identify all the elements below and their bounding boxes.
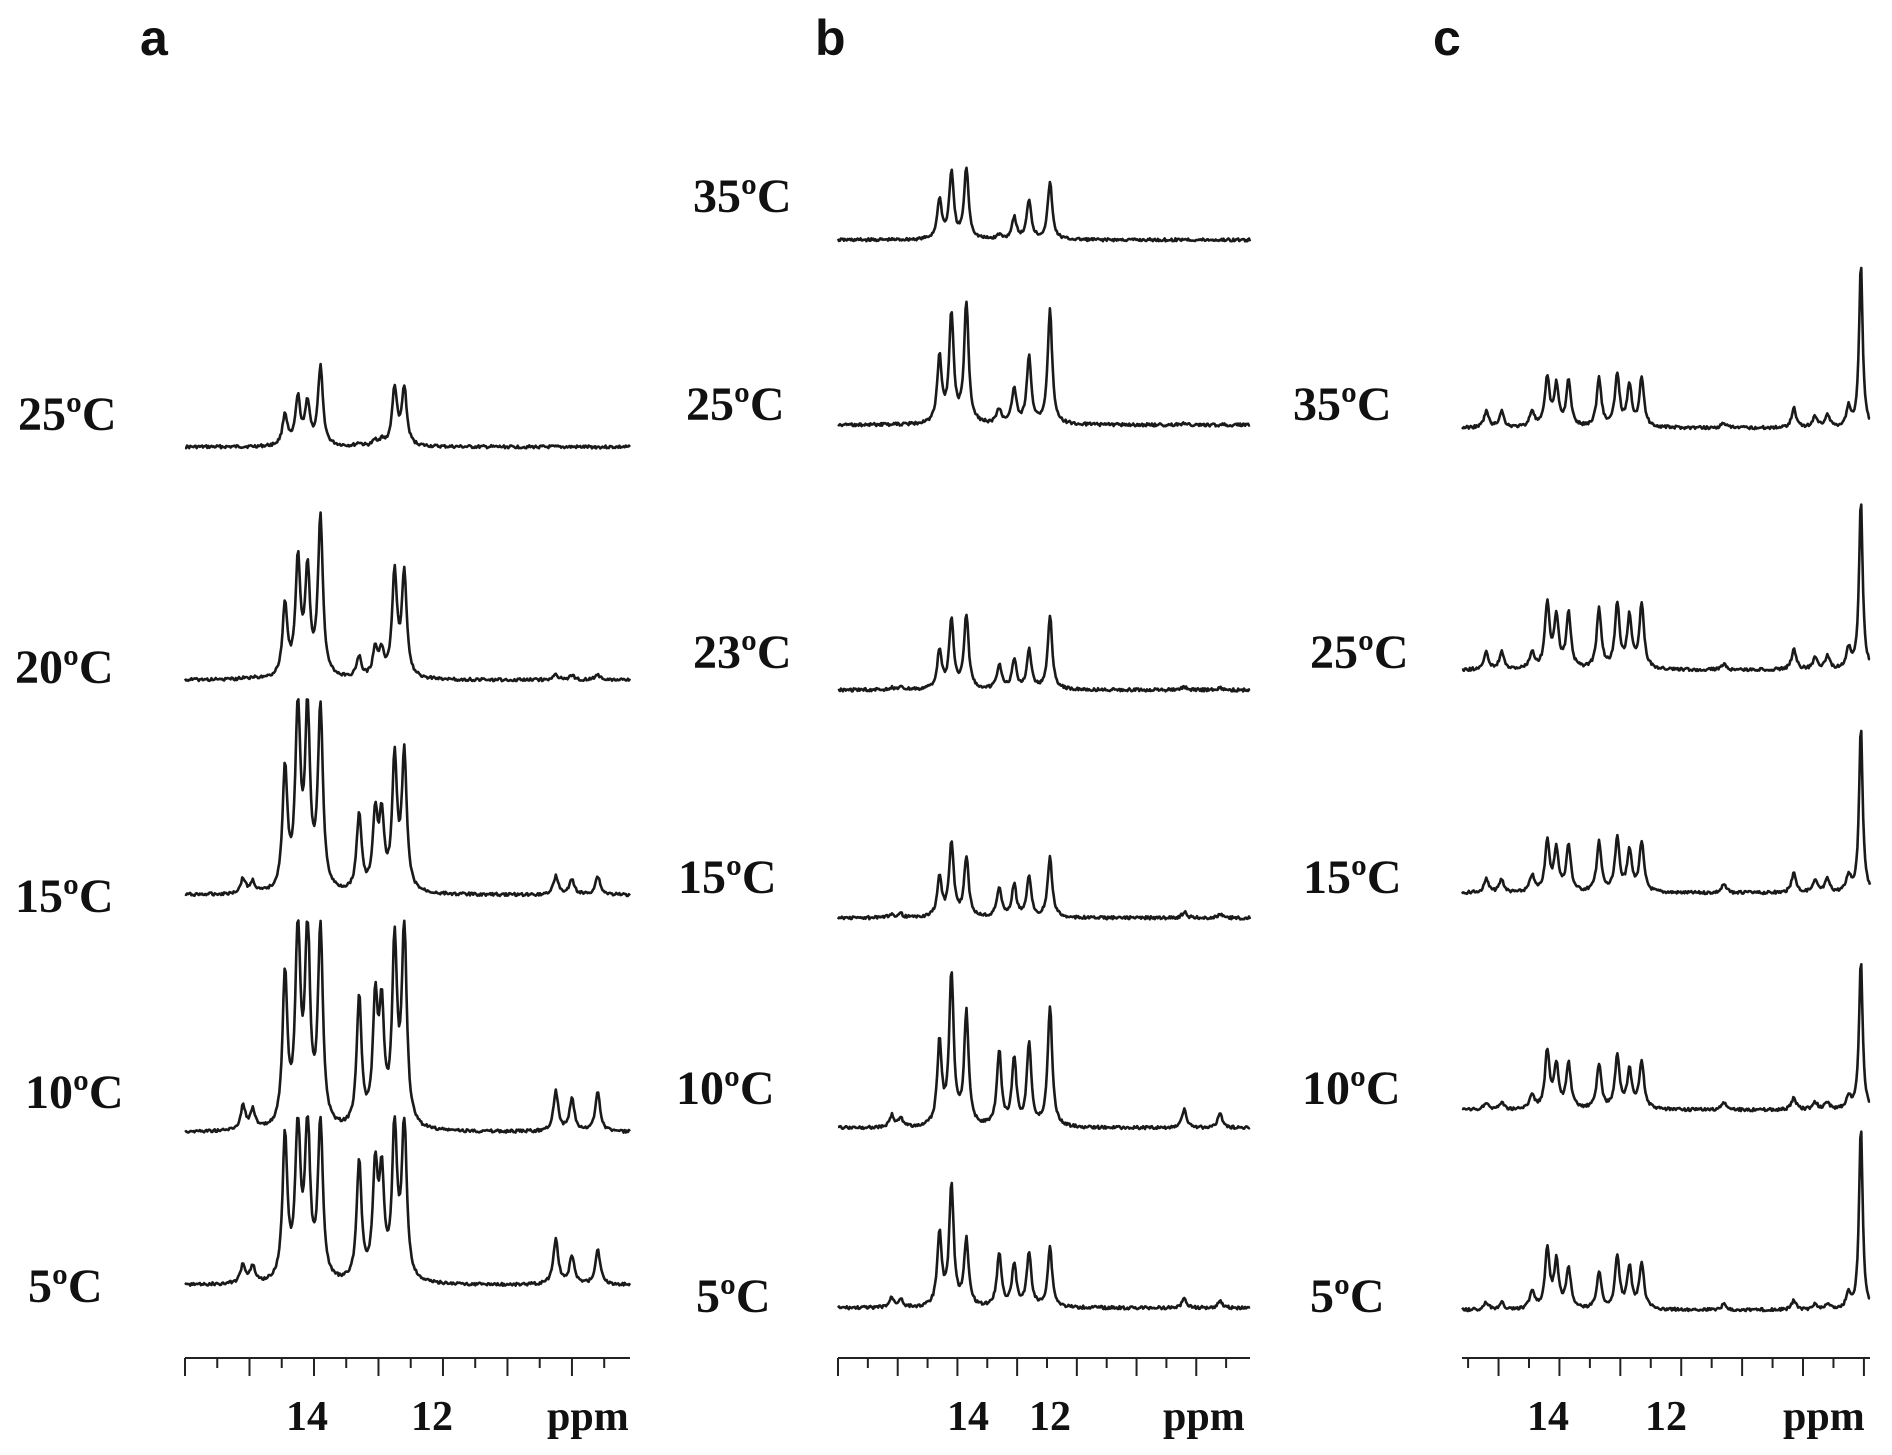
panel-c: c 35ºC 25ºC 15ºC 10ºC 5ºC 14 12 ppm (1293, 10, 1872, 1440)
spectrum-trace (184, 698, 631, 898)
x-axis-label: ppm (547, 1394, 629, 1440)
panel-c-letter: c (1433, 10, 1461, 66)
spectrum-label: 15ºC (1303, 851, 1402, 904)
spectrum-trace (837, 613, 1251, 693)
spectrum-trace (837, 971, 1251, 1131)
spectrum-label: 35ºC (693, 170, 792, 223)
panel-b: b 35ºC 25ºC 23ºC 15ºC 10ºC 5ºC 14 12 ppm (676, 10, 1252, 1440)
tick-label: 12 (411, 1394, 453, 1440)
spectrum-label: 10ºC (676, 1062, 775, 1115)
spectrum-trace (184, 1115, 632, 1287)
spectrum-trace (183, 511, 632, 683)
spectrum-label: 10ºC (25, 1066, 124, 1119)
panel-a-letter: a (140, 10, 169, 66)
spectrum-label: 35ºC (1293, 378, 1392, 431)
spectrum-trace (836, 1181, 1251, 1311)
panel-a: a 25ºC 20ºC 15ºC 10ºC 5ºC 14 12 ppm (15, 10, 632, 1440)
spectrum-label: 25ºC (686, 378, 785, 431)
tick-label: 12 (1029, 1394, 1071, 1440)
spectrum-trace (184, 362, 631, 450)
tick-label: 14 (1527, 1394, 1569, 1440)
x-axis (184, 1357, 630, 1376)
tick-label: 14 (947, 1394, 989, 1440)
x-axis (837, 1357, 1250, 1376)
x-axis-label: ppm (1163, 1394, 1245, 1440)
spectrum-trace (1461, 1130, 1871, 1313)
spectrum-label: 15ºC (15, 870, 114, 923)
spectrum-label: 15ºC (678, 851, 777, 904)
spectrum-label: 5ºC (1310, 1270, 1385, 1323)
spectrum-label: 25ºC (1310, 626, 1409, 679)
panel-b-letter: b (815, 10, 846, 66)
spectrum-trace (837, 300, 1251, 428)
spectrum-trace (1461, 963, 1871, 1113)
tick-label: 14 (286, 1394, 328, 1440)
tick-label: 12 (1645, 1394, 1687, 1440)
spectrum-trace (1461, 503, 1871, 673)
spectrum-label: 5ºC (696, 1270, 771, 1323)
spectrum-trace (1461, 266, 1871, 431)
spectrum-trace (1460, 729, 1872, 896)
spectrum-trace (836, 840, 1252, 921)
spectrum-label: 5ºC (28, 1260, 103, 1313)
spectrum-label: 10ºC (1302, 1062, 1401, 1115)
spectrum-trace (836, 166, 1252, 243)
x-axis-label: ppm (1783, 1394, 1865, 1440)
spectrum-label: 20ºC (15, 641, 114, 694)
spectrum-trace (184, 919, 631, 1134)
spectrum-label: 23ºC (693, 626, 792, 679)
spectrum-label: 25ºC (18, 388, 117, 441)
x-axis (1462, 1357, 1870, 1376)
